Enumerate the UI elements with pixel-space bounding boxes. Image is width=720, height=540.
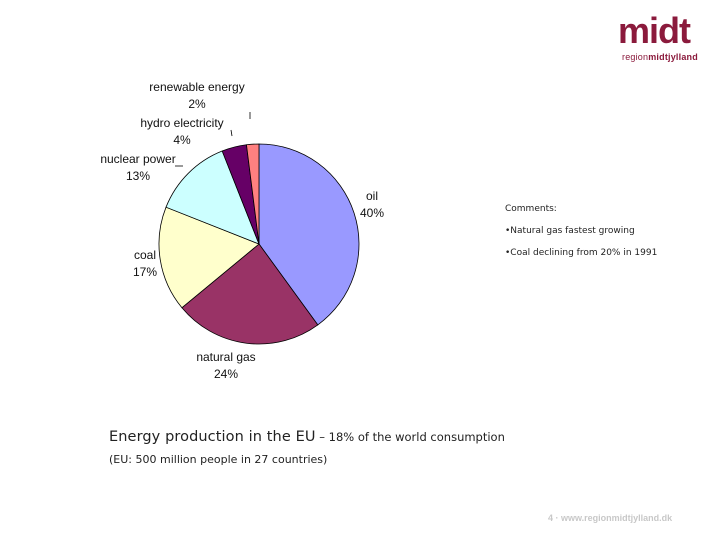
pie-slice-nuclear-power xyxy=(165,150,260,245)
brand-logo: midt regionmidtjylland xyxy=(618,16,710,68)
pie-label-nuclear-power: nuclear power 13% xyxy=(100,152,175,183)
midt-logo-mark: midt xyxy=(618,16,692,48)
pie-chart: oil 40% natural gas 24% coal 17% nuclear power… xyxy=(100,80,384,381)
slide-subline: (EU: 500 million people in 27 countries) xyxy=(109,453,328,466)
pie-labels: oil 40% natural gas 24% coal 17% nuclear power… xyxy=(100,80,384,381)
svg-text:midt: midt xyxy=(618,16,691,48)
brand-subtitle: regionmidtjylland xyxy=(622,52,698,62)
leader-lines xyxy=(175,112,251,167)
pie-slices xyxy=(158,143,360,345)
footer-page-url: 4 · www.regionmidtjylland.dk xyxy=(548,513,673,523)
comment-item: •Natural gas fastest growing xyxy=(505,226,635,236)
pie-slice-renewable-energy xyxy=(246,143,260,245)
pie-slice-coal xyxy=(158,206,260,309)
pie-label-renewable-energy: renewable energy 2% xyxy=(149,80,244,111)
pie-label-coal: coal 17% xyxy=(133,248,157,279)
leader-line xyxy=(230,129,233,137)
slide-headline: Energy production in the EU – 18% of the… xyxy=(109,426,505,445)
pie-label-hydro-electricity: hydro electricity 4% xyxy=(140,116,223,147)
comments-title: Comments: xyxy=(505,204,557,214)
comments-box: Comments: •Natural gas fastest growing •… xyxy=(505,204,715,270)
pie-slice-oil xyxy=(258,143,360,326)
headline-rest: – 18% of the world consumption xyxy=(315,430,505,444)
pie-label-natural-gas: natural gas 24% xyxy=(196,350,255,381)
headline-main: Energy production in the EU xyxy=(109,429,316,445)
pie-label-oil: oil 40% xyxy=(360,189,384,220)
pie-slice-natural-gas xyxy=(181,243,319,345)
comment-item: •Coal declining from 20% in 1991 xyxy=(505,248,658,258)
